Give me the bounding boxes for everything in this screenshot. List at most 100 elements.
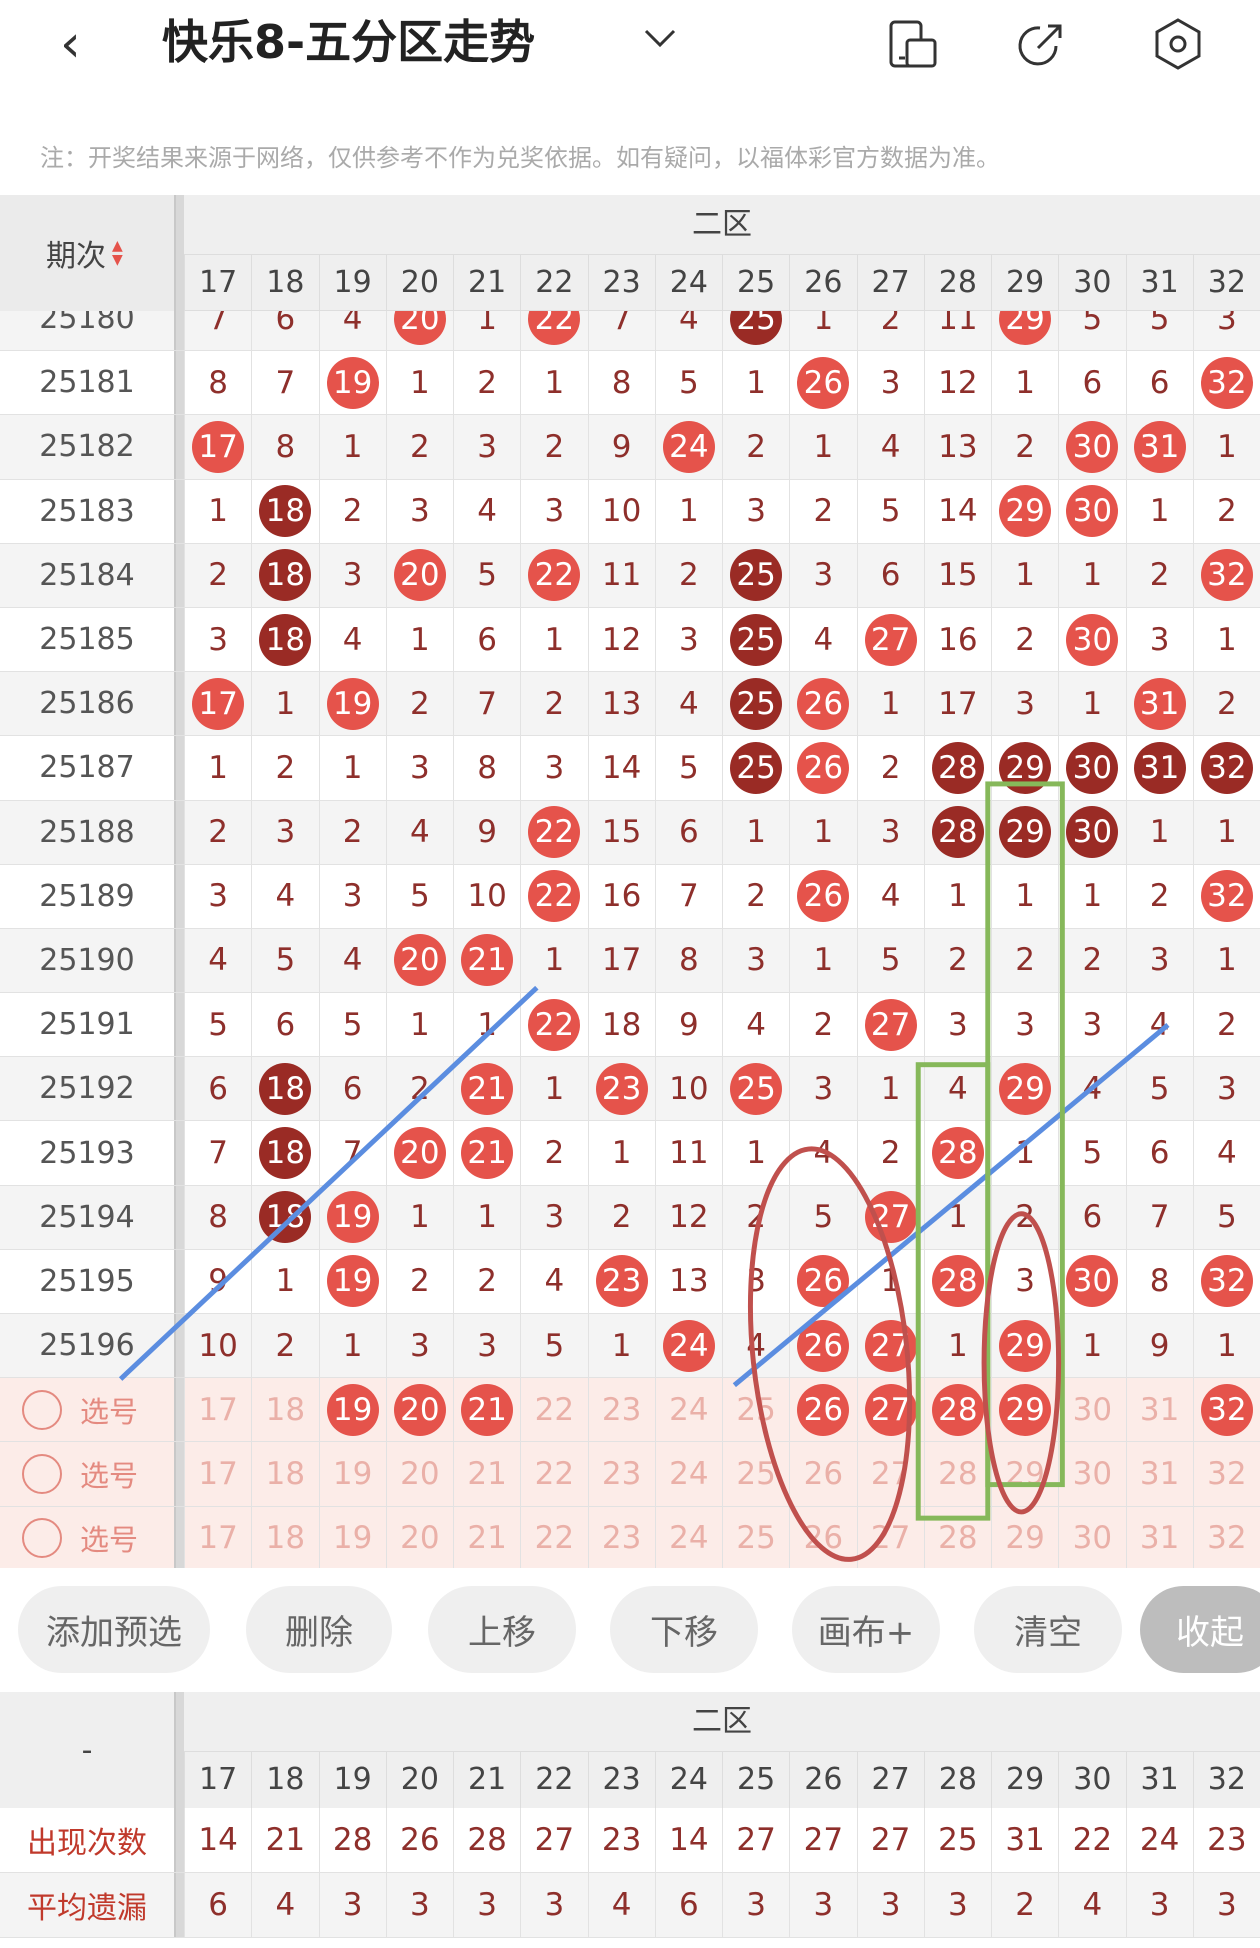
pick-number[interactable]: 26 bbox=[803, 1455, 844, 1492]
pick-number[interactable]: 17 bbox=[198, 1391, 238, 1428]
pick-cell[interactable]: 21 bbox=[453, 1442, 520, 1506]
pick-number[interactable]: 18 bbox=[265, 1520, 306, 1557]
pick-number[interactable]: 17 bbox=[198, 1520, 238, 1557]
back-chevron-icon[interactable]: ‹ bbox=[60, 14, 81, 74]
pick-cell[interactable]: 25 bbox=[722, 1442, 789, 1506]
pick-cell[interactable]: 31 bbox=[1125, 1506, 1193, 1568]
pick-number[interactable]: 28 bbox=[938, 1455, 978, 1492]
pick-cell[interactable]: 23 bbox=[587, 1378, 655, 1442]
add-preselect-button[interactable]: 添加预选 bbox=[18, 1586, 210, 1673]
pick-number[interactable]: 19 bbox=[332, 1455, 373, 1492]
canvas-button[interactable]: 画布+ bbox=[792, 1586, 940, 1673]
pick-row-label[interactable]: 选号 bbox=[0, 1378, 174, 1441]
pick-cell[interactable]: 30 bbox=[1058, 1378, 1125, 1442]
trend-table[interactable]: 25180 7 6 4 20 1 22 7 4 25 1 2 11 29 5 5 3 25181 8 7 19 1 2 1 8 5… bbox=[0, 311, 1260, 1568]
selected-ball[interactable]: 27 bbox=[864, 1383, 917, 1436]
issue-header[interactable]: 期次 ▲ ▼ bbox=[0, 195, 174, 311]
pick-number[interactable]: 25 bbox=[736, 1391, 776, 1428]
pick-cell[interactable]: 29 bbox=[991, 1378, 1058, 1442]
pick-cell[interactable]: 17 bbox=[184, 1378, 251, 1442]
pick-cell[interactable]: 27 bbox=[856, 1378, 924, 1442]
pick-cell[interactable]: 20 bbox=[385, 1506, 453, 1568]
selected-ball[interactable]: 32 bbox=[1200, 1383, 1253, 1436]
pick-number[interactable]: 21 bbox=[467, 1520, 507, 1557]
pick-number[interactable]: 26 bbox=[803, 1520, 844, 1557]
radio-button[interactable] bbox=[22, 1518, 62, 1559]
pick-cell[interactable]: 27 bbox=[856, 1442, 924, 1506]
pick-row-label[interactable]: 选号 bbox=[0, 1507, 174, 1568]
selected-ball[interactable]: 29 bbox=[999, 1383, 1052, 1436]
clear-button[interactable]: 清空 bbox=[974, 1586, 1122, 1673]
pick-number[interactable]: 20 bbox=[400, 1520, 440, 1557]
delete-button[interactable]: 删除 bbox=[246, 1586, 392, 1673]
pick-cell[interactable]: 18 bbox=[251, 1378, 318, 1442]
pick-number[interactable]: 24 bbox=[669, 1455, 709, 1492]
pick-number[interactable]: 22 bbox=[534, 1520, 575, 1557]
pick-number[interactable]: 28 bbox=[938, 1520, 978, 1557]
pick-number[interactable]: 29 bbox=[1005, 1455, 1045, 1492]
pick-cell[interactable]: 26 bbox=[789, 1378, 856, 1442]
pick-cell[interactable]: 28 bbox=[923, 1506, 991, 1568]
pick-number[interactable]: 31 bbox=[1139, 1520, 1180, 1557]
pick-cell[interactable]: 30 bbox=[1058, 1442, 1125, 1506]
pick-cell[interactable]: 23 bbox=[587, 1506, 655, 1568]
pick-row-label[interactable]: 选号 bbox=[0, 1442, 174, 1505]
pick-cell[interactable]: 19 bbox=[318, 1378, 386, 1442]
pick-number[interactable]: 29 bbox=[1005, 1520, 1045, 1557]
pick-number[interactable]: 30 bbox=[1072, 1391, 1113, 1428]
sort-icon[interactable]: ▲ ▼ bbox=[112, 238, 123, 268]
pick-cell[interactable]: 17 bbox=[184, 1506, 251, 1568]
pick-cell[interactable]: 32 bbox=[1192, 1442, 1260, 1506]
pick-number[interactable]: 32 bbox=[1207, 1455, 1247, 1492]
pick-number[interactable]: 20 bbox=[400, 1455, 440, 1492]
pick-cell[interactable]: 24 bbox=[654, 1506, 722, 1568]
pick-cell[interactable]: 27 bbox=[856, 1506, 924, 1568]
pick-cell[interactable]: 22 bbox=[520, 1378, 587, 1442]
pick-cell[interactable]: 29 bbox=[991, 1506, 1058, 1568]
pick-number[interactable]: 30 bbox=[1072, 1455, 1113, 1492]
chevron-down-icon[interactable] bbox=[640, 18, 680, 58]
pick-cell[interactable]: 22 bbox=[520, 1442, 587, 1506]
pick-number[interactable]: 25 bbox=[736, 1520, 776, 1557]
pick-cell[interactable]: 25 bbox=[722, 1378, 789, 1442]
device-icon[interactable] bbox=[885, 16, 941, 72]
pick-cell[interactable]: 23 bbox=[587, 1442, 655, 1506]
pick-number[interactable]: 19 bbox=[332, 1520, 373, 1557]
radio-button[interactable] bbox=[22, 1389, 62, 1430]
selected-ball[interactable]: 20 bbox=[393, 1383, 446, 1436]
pick-cell[interactable]: 30 bbox=[1058, 1506, 1125, 1568]
move-up-button[interactable]: 上移 bbox=[428, 1586, 576, 1673]
pick-number[interactable]: 23 bbox=[601, 1455, 642, 1492]
pick-number[interactable]: 17 bbox=[198, 1455, 238, 1492]
pick-cell[interactable]: 28 bbox=[923, 1378, 991, 1442]
pick-cell[interactable]: 20 bbox=[385, 1442, 453, 1506]
move-down-button[interactable]: 下移 bbox=[610, 1586, 758, 1673]
selected-ball[interactable]: 21 bbox=[461, 1383, 514, 1436]
selected-ball[interactable]: 28 bbox=[931, 1383, 984, 1436]
pick-number[interactable]: 32 bbox=[1207, 1520, 1247, 1557]
pick-number[interactable]: 31 bbox=[1139, 1455, 1180, 1492]
pick-cell[interactable]: 32 bbox=[1192, 1506, 1260, 1568]
radio-button[interactable] bbox=[22, 1453, 62, 1494]
pick-cell[interactable]: 31 bbox=[1125, 1442, 1193, 1506]
pick-cell[interactable]: 32 bbox=[1192, 1378, 1260, 1442]
pick-cell[interactable]: 29 bbox=[991, 1442, 1058, 1506]
pick-number[interactable]: 18 bbox=[265, 1391, 306, 1428]
pick-cell[interactable]: 18 bbox=[251, 1506, 318, 1568]
pick-number[interactable]: 31 bbox=[1139, 1391, 1180, 1428]
pick-number[interactable]: 23 bbox=[601, 1520, 642, 1557]
pick-cell[interactable]: 22 bbox=[520, 1506, 587, 1568]
settings-icon[interactable] bbox=[1150, 16, 1206, 72]
collapse-button[interactable]: 收起 bbox=[1140, 1586, 1260, 1673]
pick-number[interactable]: 22 bbox=[534, 1455, 575, 1492]
pick-cell[interactable]: 20 bbox=[385, 1378, 453, 1442]
pick-cell[interactable]: 21 bbox=[453, 1378, 520, 1442]
pick-cell[interactable]: 26 bbox=[789, 1506, 856, 1568]
pick-cell[interactable]: 17 bbox=[184, 1442, 251, 1506]
pick-number[interactable]: 23 bbox=[601, 1391, 642, 1428]
pick-cell[interactable]: 26 bbox=[789, 1442, 856, 1506]
pick-number[interactable]: 27 bbox=[870, 1520, 911, 1557]
pick-number[interactable]: 30 bbox=[1072, 1520, 1113, 1557]
selected-ball[interactable]: 26 bbox=[797, 1383, 850, 1436]
share-icon[interactable] bbox=[1014, 16, 1070, 72]
